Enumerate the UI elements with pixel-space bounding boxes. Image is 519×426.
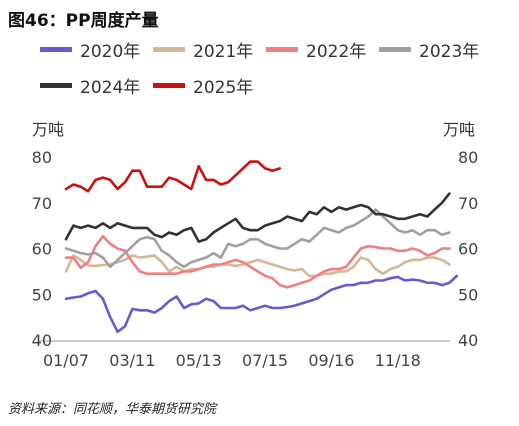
legend-swatch [379, 47, 411, 52]
x-tick-label: 05/13 [176, 351, 222, 370]
series-line-2025 [64, 160, 282, 193]
legend-label: 2025年 [193, 78, 254, 98]
y-tick-label-right: 60 [458, 240, 478, 259]
legend-swatch [266, 47, 298, 52]
y-tick-label-right: 80 [458, 148, 478, 167]
legend-item-2023: 2023年 [379, 37, 479, 62]
y-tick-label-left: 60 [32, 240, 52, 259]
legend-label: 2023年 [419, 42, 480, 62]
legend-label: 2024年 [80, 78, 141, 98]
y-tick-label-right: 40 [458, 331, 478, 350]
legend-swatch [40, 47, 72, 52]
y-axis-unit-right: 万吨 [443, 120, 476, 139]
legend-item-2025: 2025年 [153, 73, 253, 98]
y-tick-label-left: 70 [32, 194, 52, 213]
legend-label: 2022年 [306, 42, 367, 62]
chart-title: 图46：PP周度产量 [8, 11, 159, 31]
series-line-2024 [64, 192, 451, 243]
legend-label: 2020年 [80, 42, 141, 62]
x-tick-label: 07/15 [242, 351, 288, 370]
legend-swatch [153, 83, 185, 88]
y-tick-label-right: 70 [458, 194, 478, 213]
y-axis-unit-left: 万吨 [32, 120, 65, 139]
chart-legend: 2020年 2021年 2022年 2023年 2024年 2025年 [0, 0, 519, 100]
series-line-2020 [64, 274, 459, 334]
y-tick-label-left: 50 [32, 285, 52, 304]
series-line-2022 [64, 234, 451, 289]
x-tick-label: 03/11 [109, 351, 155, 370]
y-tick-label-left: 80 [32, 148, 52, 167]
series-line-2023 [64, 208, 451, 269]
legend-label: 2021年 [193, 42, 254, 62]
legend-item-2021: 2021年 [153, 37, 253, 62]
x-tick-label: 09/16 [308, 351, 354, 370]
x-tick-label: 01/07 [43, 351, 89, 370]
legend-item-2020: 2020年 [40, 37, 140, 62]
y-tick-label-right: 50 [458, 285, 478, 304]
x-tick-label: 11/18 [375, 351, 421, 370]
legend-item-2022: 2022年 [266, 37, 366, 62]
source-note: 资料来源：同花顺，华泰期货研究院 [8, 402, 217, 417]
legend-swatch [40, 83, 72, 88]
y-tick-label-left: 40 [32, 331, 52, 350]
legend-swatch [153, 47, 185, 52]
legend-item-2024: 2024年 [40, 73, 140, 98]
